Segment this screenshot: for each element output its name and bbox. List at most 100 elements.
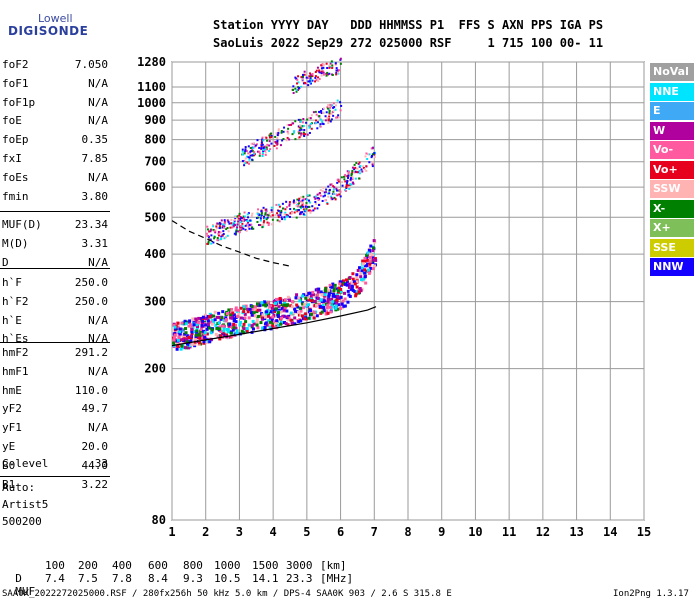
echo-point	[236, 314, 240, 318]
echo-point	[247, 145, 250, 148]
echo-point	[298, 197, 301, 200]
echo-point	[196, 334, 200, 338]
echo-point	[279, 144, 282, 147]
echo-point	[184, 322, 188, 326]
echo-point	[326, 66, 329, 69]
echo-point	[371, 146, 374, 149]
echo-point	[246, 219, 249, 222]
echo-point	[348, 276, 352, 280]
echo-point	[329, 120, 332, 123]
echo-point	[303, 73, 306, 76]
echo-point	[324, 119, 327, 122]
echo-point	[347, 172, 350, 175]
echo-point	[311, 75, 314, 78]
echo-point	[231, 224, 234, 227]
param-d: D N/A	[2, 256, 108, 272]
echo-point	[339, 195, 342, 198]
echo-point	[330, 198, 333, 201]
echo-point	[312, 316, 316, 320]
echo-point	[266, 139, 269, 142]
echo-point	[210, 318, 214, 322]
echo-point	[179, 347, 183, 351]
echo-point	[176, 325, 180, 329]
echo-point	[251, 327, 255, 331]
echo-point	[365, 269, 369, 273]
echo-point	[247, 221, 250, 224]
echo-point	[366, 251, 370, 255]
echo-point	[250, 313, 254, 317]
param-hmf2: hmF2 291.2	[2, 346, 108, 362]
echo-point	[331, 294, 335, 298]
d-value: 3000	[286, 559, 313, 572]
echo-point	[259, 217, 262, 220]
echo-point	[348, 187, 351, 190]
echo-point	[292, 91, 295, 94]
param-mufd: MUF(D) 23.34	[2, 218, 108, 234]
echo-point	[322, 73, 325, 76]
echo-point	[255, 143, 258, 146]
echo-point	[276, 141, 279, 144]
echo-point	[194, 317, 198, 321]
echo-point	[226, 234, 229, 237]
echo-point	[277, 131, 280, 134]
echo-point	[328, 283, 332, 287]
echo-point	[321, 122, 324, 125]
echo-point	[311, 293, 315, 297]
echo-point	[309, 309, 313, 313]
y-tick-label: 400	[144, 247, 166, 261]
echo-point	[206, 322, 210, 326]
echo-point	[263, 322, 267, 326]
echo-point	[209, 230, 212, 233]
echo-point	[265, 146, 268, 149]
echo-point	[189, 323, 193, 327]
echo-point	[202, 329, 206, 333]
echo-point	[256, 326, 260, 330]
echo-point	[332, 110, 335, 113]
x-tick-label: 4	[270, 525, 277, 539]
echo-point	[264, 310, 268, 314]
echo-point	[307, 84, 310, 87]
echo-point	[366, 262, 370, 266]
echo-point	[294, 209, 297, 212]
header-line-2: SaoLuis 2022 Sep29 272 025000 RSF 1 715 …	[213, 36, 604, 50]
echo-point	[234, 320, 238, 324]
echo-point	[312, 111, 315, 114]
echo-point	[271, 223, 274, 226]
echo-point	[351, 272, 355, 276]
echo-point	[280, 320, 284, 324]
echo-point	[245, 223, 248, 226]
echo-point	[354, 294, 358, 298]
echo-point	[358, 286, 362, 290]
echo-point	[314, 200, 317, 203]
echo-point	[250, 227, 253, 230]
echo-point	[365, 253, 369, 257]
echo-point	[368, 153, 371, 156]
param-name: foE	[2, 114, 22, 128]
echo-point	[320, 72, 323, 75]
echo-point	[286, 123, 289, 126]
echo-point	[314, 110, 317, 113]
echo-point	[245, 229, 248, 232]
echo-point	[218, 334, 222, 338]
echo-point	[356, 167, 359, 170]
echo-point	[369, 266, 373, 270]
echo-point	[253, 307, 257, 311]
echo-point	[275, 147, 278, 150]
echo-point	[355, 280, 359, 284]
echo-point	[251, 158, 254, 161]
echo-point	[301, 294, 305, 298]
echo-point	[303, 81, 306, 84]
echo-point	[359, 271, 363, 275]
echo-point	[323, 293, 327, 297]
echo-point	[248, 223, 251, 226]
echo-point	[262, 146, 265, 149]
echo-point	[295, 89, 298, 92]
echo-point	[363, 268, 367, 272]
param-fof1: foF1 N/A	[2, 77, 108, 93]
echo-point	[180, 344, 184, 348]
echo-point	[280, 216, 283, 219]
echo-point	[338, 69, 341, 72]
echo-point	[308, 116, 311, 119]
echo-point	[294, 296, 298, 300]
echo-point	[261, 155, 264, 158]
